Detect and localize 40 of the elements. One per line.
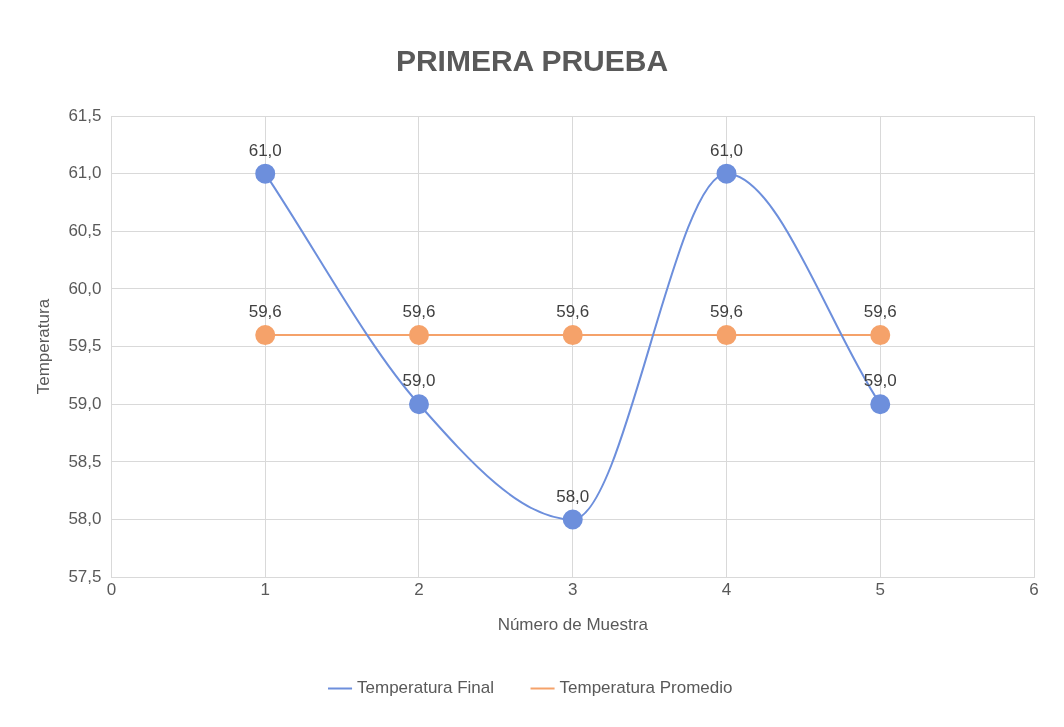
y-tick-label: 58,5: [68, 451, 102, 471]
point: [870, 394, 891, 415]
y-tick-label: 61,0: [68, 163, 102, 183]
data-label: 61,0: [709, 140, 744, 160]
y-tick-label: 59,5: [68, 336, 102, 356]
point: [716, 163, 737, 184]
y-tick-label: 60,0: [68, 278, 102, 298]
legend-label: Temperatura Promedio: [559, 678, 733, 698]
chart-title: PRIMERA PRUEBA: [395, 44, 669, 78]
x-tick-label: 5: [875, 580, 885, 600]
point: [408, 325, 429, 346]
y-tick-label: 57,5: [68, 566, 102, 586]
point: [255, 163, 276, 184]
point: [408, 394, 429, 415]
point: [562, 509, 583, 530]
x-tick-label: 6: [1029, 580, 1039, 600]
data-label: 61,0: [248, 140, 282, 160]
data-label: 59,6: [863, 302, 897, 322]
x-tick-label: 0: [106, 580, 117, 600]
point: [255, 325, 276, 346]
legend-label: Temperatura Final: [357, 678, 495, 698]
data-label: 58,0: [556, 486, 590, 506]
data-label: 59,6: [556, 302, 590, 322]
x-tick-label: 1: [260, 580, 270, 600]
data-label: 59,0: [402, 371, 436, 391]
x-tick-label: 3: [568, 580, 578, 600]
data-label: 59,6: [709, 302, 744, 322]
point: [870, 325, 891, 346]
x-axis-title: Número de Muestra: [497, 615, 649, 635]
y-tick-label: 59,0: [68, 393, 102, 413]
data-label: 59,6: [248, 302, 282, 322]
x-tick-label: 4: [721, 580, 732, 600]
x-tick-label: 2: [414, 580, 424, 600]
point: [562, 325, 583, 346]
y-tick-label: 58,0: [68, 509, 102, 529]
y-tick-label: 60,5: [68, 220, 102, 240]
point: [716, 325, 737, 346]
y-axis-title: Temperatura: [33, 298, 53, 395]
data-label: 59,6: [402, 302, 436, 322]
y-tick-label: 61,5: [68, 105, 102, 125]
